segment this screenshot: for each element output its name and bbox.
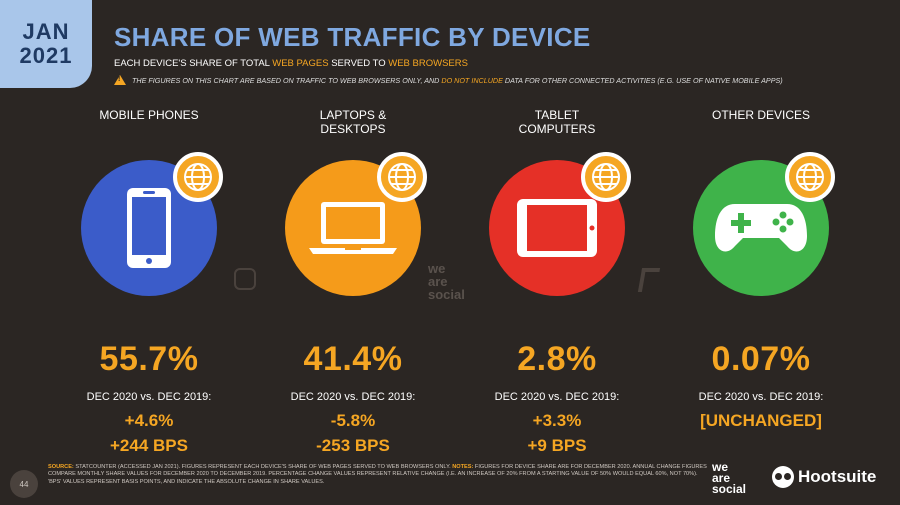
subtitle-highlight-1: WEB PAGES xyxy=(272,58,329,69)
bps-change: +244 BPS xyxy=(110,436,188,455)
device-label: LAPTOPS & DESKTOPS xyxy=(319,108,387,136)
device-label: MOBILE PHONES xyxy=(99,108,199,122)
relative-change: +4.6% xyxy=(124,411,174,430)
hootsuite-logo: Hootsuite xyxy=(772,466,876,488)
device-column-laptops: LAPTOPS & DESKTOPS 41.4% DEC 2020 vs. DE… xyxy=(268,108,438,456)
share-value: 2.8% xyxy=(517,340,597,378)
subtitle-text-2: SERVED TO xyxy=(328,58,389,69)
subtitle-highlight-2: WEB BROWSERS xyxy=(388,58,468,69)
share-value: 0.07% xyxy=(711,340,811,378)
hootsuite-watermark-icon xyxy=(234,268,256,290)
subtitle-text-1: EACH DEVICE'S SHARE OF TOTAL xyxy=(114,58,273,69)
mobile-phone-icon xyxy=(127,188,171,268)
disclaimer-note: THE FIGURES ON THIS CHART ARE BASED ON T… xyxy=(114,75,783,85)
hootsuite-wordmark: Hootsuite xyxy=(798,467,877,486)
device-column-other: OTHER DEVICES 0.07% DEC 2020 vs. DEC 201… xyxy=(676,108,846,436)
note-text-2: DATA FOR OTHER CONNECTED ACTIVITIES (E.G… xyxy=(502,75,783,85)
kepios-watermark-icon xyxy=(637,268,661,292)
comparison-label: DEC 2020 vs. DEC 2019: xyxy=(290,391,416,403)
relative-change: -5.8% xyxy=(330,411,376,430)
source-text: STATCOUNTER (ACCESSED JAN 2021). FIGURES… xyxy=(73,464,453,470)
bps-change: -253 BPS xyxy=(316,436,390,455)
relative-change: +3.3% xyxy=(532,411,582,430)
note-text-1: THE FIGURES ON THIS CHART ARE BASED ON T… xyxy=(132,75,442,85)
comparison-label: DEC 2020 vs. DEC 2019: xyxy=(698,391,824,403)
notes-text: FIGURES FOR DEVICE SHARE ARE FOR DECEMBE… xyxy=(48,464,707,485)
gamepad-icon xyxy=(715,204,807,252)
source-notes: SOURCE: STATCOUNTER (ACCESSED JAN 2021).… xyxy=(48,464,708,486)
page-title: SHARE OF WEB TRAFFIC BY DEVICE xyxy=(114,22,591,52)
device-circle-other xyxy=(693,152,835,296)
globe-icon xyxy=(785,152,835,202)
globe-icon xyxy=(581,152,631,202)
warning-icon xyxy=(114,75,126,85)
subtitle: EACH DEVICE'S SHARE OF TOTAL WEB PAGES S… xyxy=(114,58,468,69)
share-value: 41.4% xyxy=(303,340,403,378)
device-circle-tablets xyxy=(489,152,631,296)
relative-change: [UNCHANGED] xyxy=(700,411,822,430)
date-badge: JAN 2021 xyxy=(0,0,92,88)
we-are-social-logo: we are social xyxy=(712,460,747,496)
note-highlight: DO NOT INCLUDE xyxy=(441,75,503,85)
bps-change: +9 BPS xyxy=(527,436,587,455)
device-circle-mobile xyxy=(81,152,223,296)
badge-month: JAN xyxy=(22,19,70,44)
comparison-label: DEC 2020 vs. DEC 2019: xyxy=(86,391,212,403)
comparison-label: DEC 2020 vs. DEC 2019: xyxy=(494,391,620,403)
share-value: 55.7% xyxy=(99,340,199,378)
laptop-icon xyxy=(309,202,397,254)
device-column-mobile: MOBILE PHONES 55.7% DEC 2020 vs. DEC 201… xyxy=(64,108,234,456)
device-column-tablets: TABLET COMPUTERS 2.8% DEC 2020 vs. DEC 2… xyxy=(472,108,642,456)
page-number: 44 xyxy=(10,470,38,498)
source-label: SOURCE: xyxy=(48,464,74,470)
tablet-icon xyxy=(517,199,597,257)
owl-icon xyxy=(772,466,794,488)
device-label: OTHER DEVICES xyxy=(711,108,810,122)
globe-icon xyxy=(377,152,427,202)
globe-icon xyxy=(173,152,223,202)
device-label: TABLET COMPUTERS xyxy=(518,108,596,136)
we-are-social-watermark: we are social xyxy=(428,261,465,302)
badge-year: 2021 xyxy=(19,43,73,68)
notes-label: NOTES: xyxy=(452,464,474,470)
device-circle-laptops xyxy=(285,152,427,296)
